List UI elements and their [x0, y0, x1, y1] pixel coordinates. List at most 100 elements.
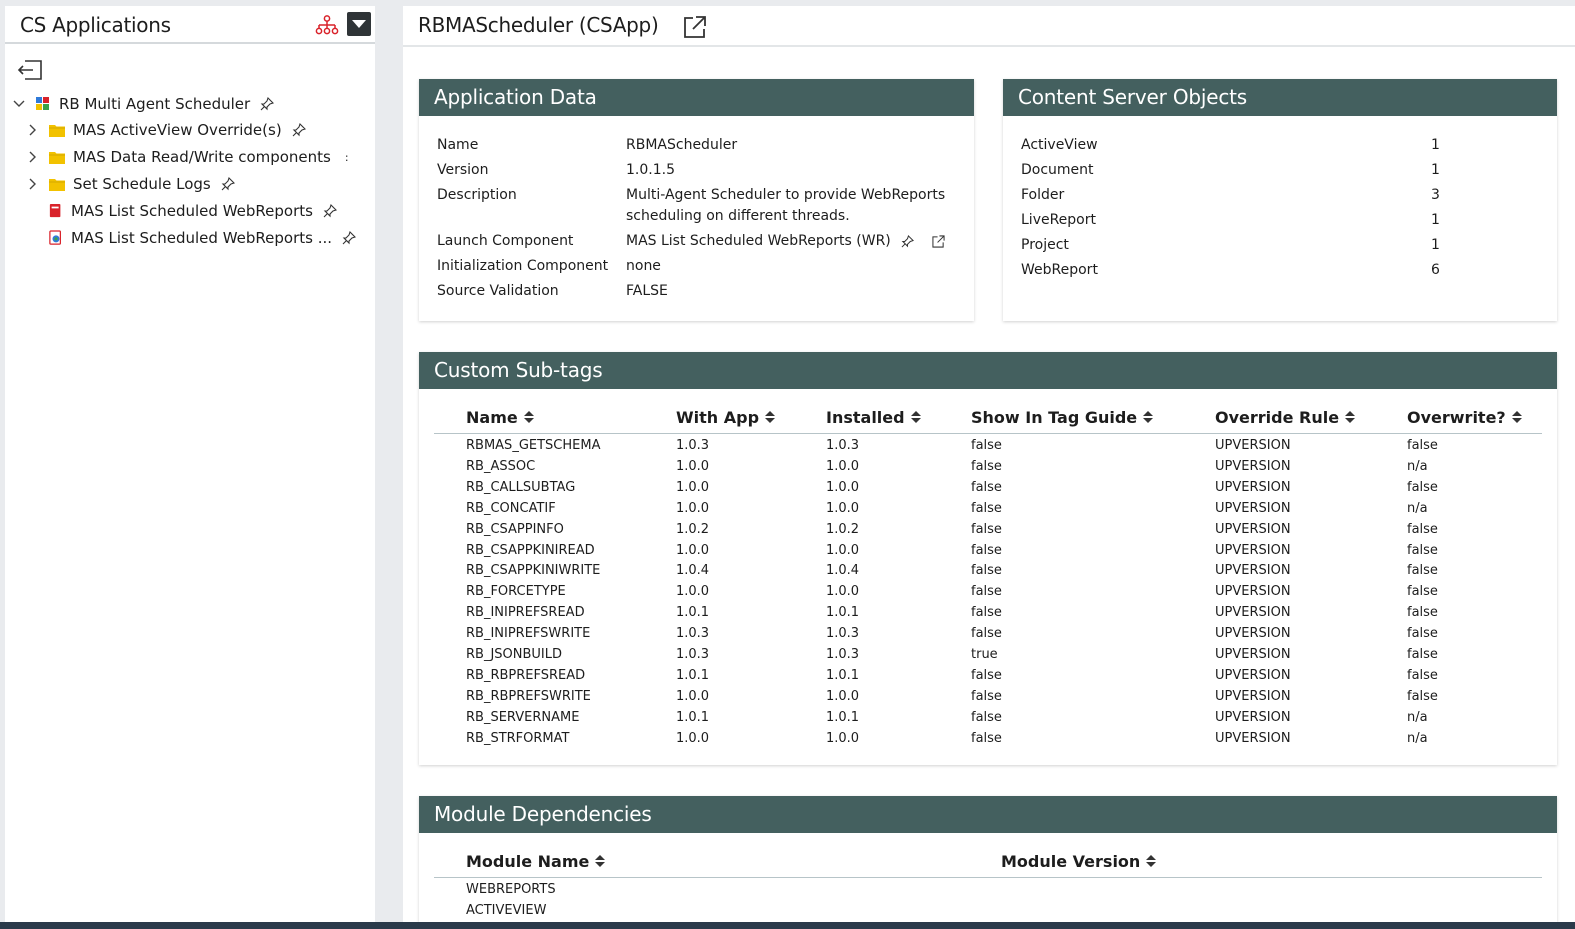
table-cell: 1.0.0 [676, 458, 710, 474]
sort-icon[interactable] [1345, 411, 1356, 424]
table-cell: false [1407, 563, 1438, 579]
table-cell: UPVERSION [1215, 626, 1291, 642]
column-header[interactable]: Installed [826, 408, 921, 427]
table-cell: RB_CSAPPKINIREAD [466, 542, 595, 558]
table-cell: UPVERSION [1215, 709, 1291, 725]
table-cell: false [971, 626, 1002, 642]
sort-icon[interactable] [1146, 855, 1157, 868]
object-count: 1 [1431, 212, 1440, 228]
main-header: RBMAScheduler (CSApp) [403, 6, 1575, 47]
folder-icon [49, 179, 65, 191]
external-link-icon[interactable] [932, 234, 945, 248]
activeview-icon [49, 230, 61, 245]
column-header-label: Module Version [1001, 852, 1141, 871]
pin-icon[interactable] [221, 177, 235, 191]
pin-icon[interactable] [260, 97, 275, 111]
table-cell: RB_INIPREFSWRITE [466, 626, 591, 642]
sort-icon[interactable] [765, 411, 776, 424]
table-cell: 1.0.0 [826, 458, 860, 474]
tree-item-schedule-logs[interactable]: Set Schedule Logs [27, 172, 235, 196]
table-cell: ACTIVEVIEW [466, 903, 547, 918]
pin-icon[interactable] [323, 204, 337, 218]
column-header[interactable]: Module Name [466, 852, 606, 871]
table-cell: RB_STRFORMAT [466, 730, 570, 746]
custom-subtags-card: Custom Sub-tags Name With App Installed Sho… [419, 352, 1557, 765]
sitemap-icon[interactable] [315, 15, 339, 35]
table-cell: 1.0.3 [826, 438, 860, 453]
column-header[interactable]: Overwrite? [1407, 408, 1522, 427]
table-cell: false [971, 458, 1002, 474]
table-cell: false [971, 563, 1002, 579]
cs-applications-panel: CS Applications RB Multi Agent Scheduler… [5, 6, 375, 922]
column-header-label: Installed [826, 408, 905, 427]
launch-component[interactable]: MAS List Scheduled WebReports (WR) [626, 233, 945, 249]
object-type: LiveReport [1021, 212, 1096, 228]
sort-icon[interactable] [1511, 411, 1522, 424]
table-cell: UPVERSION [1215, 563, 1291, 579]
table-cell: false [1407, 688, 1438, 704]
table-cell: RB_RBPREFSREAD [466, 667, 586, 683]
chevron-right-icon[interactable] [27, 178, 39, 190]
table-cell: 1.0.0 [826, 479, 860, 495]
column-header[interactable]: Name [466, 408, 534, 427]
field-label: Initialization Component [437, 258, 609, 274]
dropdown-button[interactable] [347, 12, 371, 36]
table-cell: RB_FORCETYPE [466, 584, 566, 600]
sort-icon[interactable] [910, 411, 921, 424]
table-cell: UPVERSION [1215, 667, 1291, 683]
panel-gutter [375, 0, 403, 816]
tree-item-data-read-write[interactable]: MAS Data Read/Write components : [27, 145, 349, 169]
table-cell: 1.0.4 [676, 563, 710, 579]
chevron-right-icon[interactable] [27, 124, 39, 136]
table-cell: false [1407, 667, 1438, 683]
chevron-down-icon[interactable] [13, 98, 25, 110]
column-header-label: Show In Tag Guide [971, 408, 1138, 427]
tree-item-activeview-overrides[interactable]: MAS ActiveView Override(s) [27, 118, 306, 142]
table-cell: 1.0.0 [826, 688, 860, 704]
table-cell: 1.0.0 [676, 542, 710, 558]
column-header[interactable]: Module Version [1001, 852, 1157, 871]
folder-icon [49, 152, 65, 164]
table-cell: WEBREPORTS [466, 882, 556, 897]
field-value: none [626, 258, 661, 274]
chevron-right-icon[interactable] [27, 151, 39, 163]
table-cell: 1.0.3 [826, 626, 860, 642]
column-header[interactable]: With App [676, 408, 776, 427]
table-cell: false [1407, 521, 1438, 537]
pin-icon[interactable] [292, 123, 306, 137]
table-cell: UPVERSION [1215, 458, 1291, 474]
table-cell: true [971, 647, 998, 662]
card-title: Custom Sub-tags [419, 352, 1557, 389]
table-cell: false [1407, 479, 1438, 495]
sort-icon[interactable] [595, 855, 606, 868]
sort-icon[interactable] [523, 411, 534, 424]
table-cell: 1.0.2 [826, 521, 860, 537]
table-cell: false [971, 584, 1002, 600]
field-value[interactable]: MAS List Scheduled WebReports (WR) [626, 233, 891, 249]
table-cell: false [971, 438, 1002, 453]
table-cell: 1.0.1 [826, 709, 860, 725]
external-link-icon[interactable] [682, 14, 708, 40]
tree-item-list-webreports[interactable]: MAS List Scheduled WebReports [49, 199, 337, 223]
exit-icon[interactable] [16, 58, 46, 82]
pin-icon[interactable] [342, 231, 357, 245]
pin-icon[interactable] [901, 234, 914, 248]
tree-item-label: MAS Data Read/Write components [73, 148, 331, 166]
column-header[interactable]: Override Rule [1215, 408, 1356, 427]
sort-icon[interactable] [1143, 411, 1154, 424]
table-cell: 1.0.0 [676, 730, 710, 746]
field-value: 1.0.1.5 [626, 162, 675, 178]
column-header[interactable]: Show In Tag Guide [971, 408, 1154, 427]
object-type: WebReport [1021, 262, 1098, 278]
table-cell: 1.0.0 [676, 584, 710, 600]
tree-item-label: MAS List Scheduled WebReports ... [71, 229, 333, 247]
module-dependencies-card: Module Dependencies Module Name Module Ve… [419, 796, 1557, 922]
table-cell: false [971, 688, 1002, 704]
tree-root[interactable]: RB Multi Agent Scheduler [13, 92, 275, 116]
webreport-icon [49, 204, 61, 218]
object-type: Document [1021, 162, 1094, 178]
tree-item-list-webreports-activeview[interactable]: MAS List Scheduled WebReports ... [49, 226, 357, 250]
table-cell: n/a [1407, 500, 1428, 516]
panel-title: CS Applications [20, 13, 171, 37]
column-header-label: Override Rule [1215, 408, 1340, 427]
